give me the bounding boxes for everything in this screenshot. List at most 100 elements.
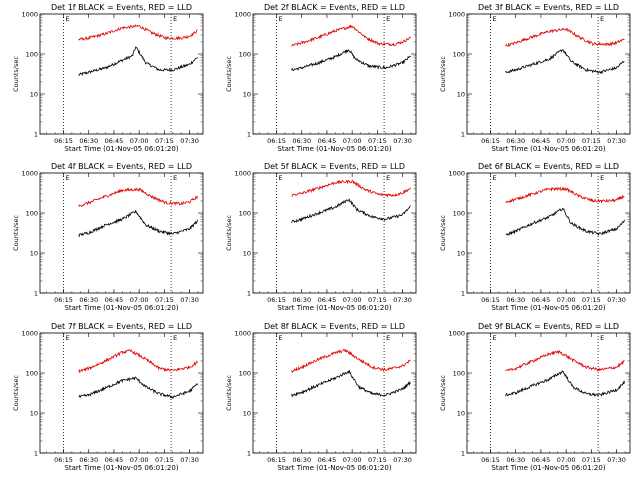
x-tick-label: 06:15 <box>54 296 73 304</box>
x-tick-label: 06:30 <box>79 137 98 145</box>
event-marker-label: E <box>279 174 283 182</box>
chart-title: Det 2f BLACK = Events, RED = LLD <box>264 3 405 12</box>
y-axis-label: Counts/sec <box>225 375 233 411</box>
x-tick-label: 06:15 <box>267 137 286 145</box>
y-axis-label: Counts/sec <box>12 56 20 92</box>
y-tick-label: 100 <box>26 370 38 378</box>
x-tick-label: 07:00 <box>343 137 362 145</box>
x-tick-label: 07:15 <box>368 296 387 304</box>
x-tick-label: 07:30 <box>393 456 412 464</box>
plot-frame <box>252 13 417 135</box>
series-line-lld <box>291 179 411 198</box>
event-marker-label: E <box>493 174 497 182</box>
chart-panel: Det 7f BLACK = Events, RED = LLD 1 10 100 10… <box>12 322 204 472</box>
x-tick-label: 06:45 <box>318 456 337 464</box>
event-marker-label: E <box>493 334 497 342</box>
x-tick-label: 07:00 <box>343 296 362 304</box>
x-tick-label: 07:30 <box>180 296 199 304</box>
x-tick-label: 06:30 <box>292 137 311 145</box>
x-tick-label: 06:45 <box>105 456 124 464</box>
x-tick-label: 07:30 <box>180 137 199 145</box>
x-tick-label: 06:15 <box>54 456 73 464</box>
x-tick-label: 06:30 <box>79 456 98 464</box>
x-tick-label: 07:00 <box>557 296 576 304</box>
y-tick-label: 10 <box>457 91 465 99</box>
series-line-events <box>78 376 198 399</box>
x-axis-label: Start Time (01-Nov-05 06:01:20) <box>491 304 605 312</box>
series-line-events <box>505 370 625 397</box>
series-line-events <box>291 369 411 398</box>
x-tick-label: 07:15 <box>582 456 601 464</box>
x-tick-label: 07:30 <box>393 296 412 304</box>
x-tick-label: 07:00 <box>130 137 149 145</box>
x-tick-label: 07:00 <box>557 137 576 145</box>
x-tick-label: 06:30 <box>292 296 311 304</box>
series-line-lld <box>78 24 198 41</box>
x-axis-label: Start Time (01-Nov-05 06:01:20) <box>64 304 178 312</box>
y-tick-label: 10 <box>457 250 465 258</box>
x-tick-label: 07:15 <box>582 296 601 304</box>
series-line-events <box>505 207 625 236</box>
series-line-events <box>78 46 198 77</box>
x-axis-label: Start Time (01-Nov-05 06:01:20) <box>491 145 605 153</box>
y-tick-label: 1 <box>247 131 251 139</box>
y-axis-label: Counts/sec <box>225 215 233 251</box>
series-line-lld <box>291 348 411 374</box>
series-line-lld <box>78 348 198 374</box>
event-marker-label: E <box>600 15 604 23</box>
x-tick-label: 07:30 <box>180 456 199 464</box>
x-tick-label: 07:15 <box>155 296 174 304</box>
event-marker-label: E <box>600 334 604 342</box>
event-marker-label: E <box>66 174 70 182</box>
x-tick-label: 06:45 <box>318 137 337 145</box>
x-tick-label: 07:30 <box>607 456 626 464</box>
y-tick-label: 100 <box>239 370 251 378</box>
x-tick-label: 06:30 <box>506 296 525 304</box>
x-axis-label: Start Time (01-Nov-05 06:01:20) <box>491 464 605 472</box>
y-tick-label: 100 <box>453 370 465 378</box>
x-tick-label: 06:45 <box>105 137 124 145</box>
x-tick-label: 06:45 <box>532 137 551 145</box>
x-tick-label: 07:15 <box>582 137 601 145</box>
event-marker-label: E <box>173 334 177 342</box>
y-tick-label: 1000 <box>234 170 251 178</box>
plot-frame <box>466 332 631 454</box>
series-line-lld <box>505 27 625 48</box>
x-tick-label: 07:00 <box>130 296 149 304</box>
x-tick-label: 06:15 <box>481 137 500 145</box>
chart-panel: Det 2f BLACK = Events, RED = LLD 1 10 100 10… <box>225 3 417 153</box>
chart-panel: Det 8f BLACK = Events, RED = LLD 1 10 100 10… <box>225 322 417 472</box>
plot-frame <box>466 172 631 294</box>
chart-title: Det 4f BLACK = Events, RED = LLD <box>51 162 192 171</box>
y-tick-label: 1 <box>461 131 465 139</box>
x-tick-label: 06:15 <box>267 296 286 304</box>
x-tick-label: 06:15 <box>267 456 286 464</box>
plot-frame <box>39 332 204 454</box>
x-tick-label: 07:30 <box>607 296 626 304</box>
event-marker-label: E <box>173 15 177 23</box>
y-axis-label: Counts/sec <box>12 215 20 251</box>
chart-title: Det 6f BLACK = Events, RED = LLD <box>478 162 619 171</box>
x-tick-label: 06:45 <box>105 296 124 304</box>
y-tick-label: 1000 <box>448 170 465 178</box>
x-tick-label: 06:45 <box>532 456 551 464</box>
series-line-lld <box>505 186 625 204</box>
series-line-events <box>291 198 411 223</box>
y-tick-label: 100 <box>453 210 465 218</box>
y-tick-label: 1000 <box>234 11 251 19</box>
x-tick-label: 06:15 <box>54 137 73 145</box>
x-tick-label: 06:15 <box>481 296 500 304</box>
y-tick-label: 10 <box>30 250 38 258</box>
chart-panel: Det 1f BLACK = Events, RED = LLD 1 10 100 10… <box>12 3 204 153</box>
event-marker-label: E <box>493 15 497 23</box>
x-axis-label: Start Time (01-Nov-05 06:01:20) <box>64 145 178 153</box>
y-tick-label: 1 <box>34 290 38 298</box>
x-tick-label: 06:30 <box>79 296 98 304</box>
y-tick-label: 100 <box>239 51 251 59</box>
event-marker-label: E <box>386 334 390 342</box>
x-tick-label: 06:30 <box>292 456 311 464</box>
y-tick-label: 1 <box>247 450 251 458</box>
plot-frame <box>466 13 631 135</box>
chart-title: Det 9f BLACK = Events, RED = LLD <box>478 322 619 331</box>
